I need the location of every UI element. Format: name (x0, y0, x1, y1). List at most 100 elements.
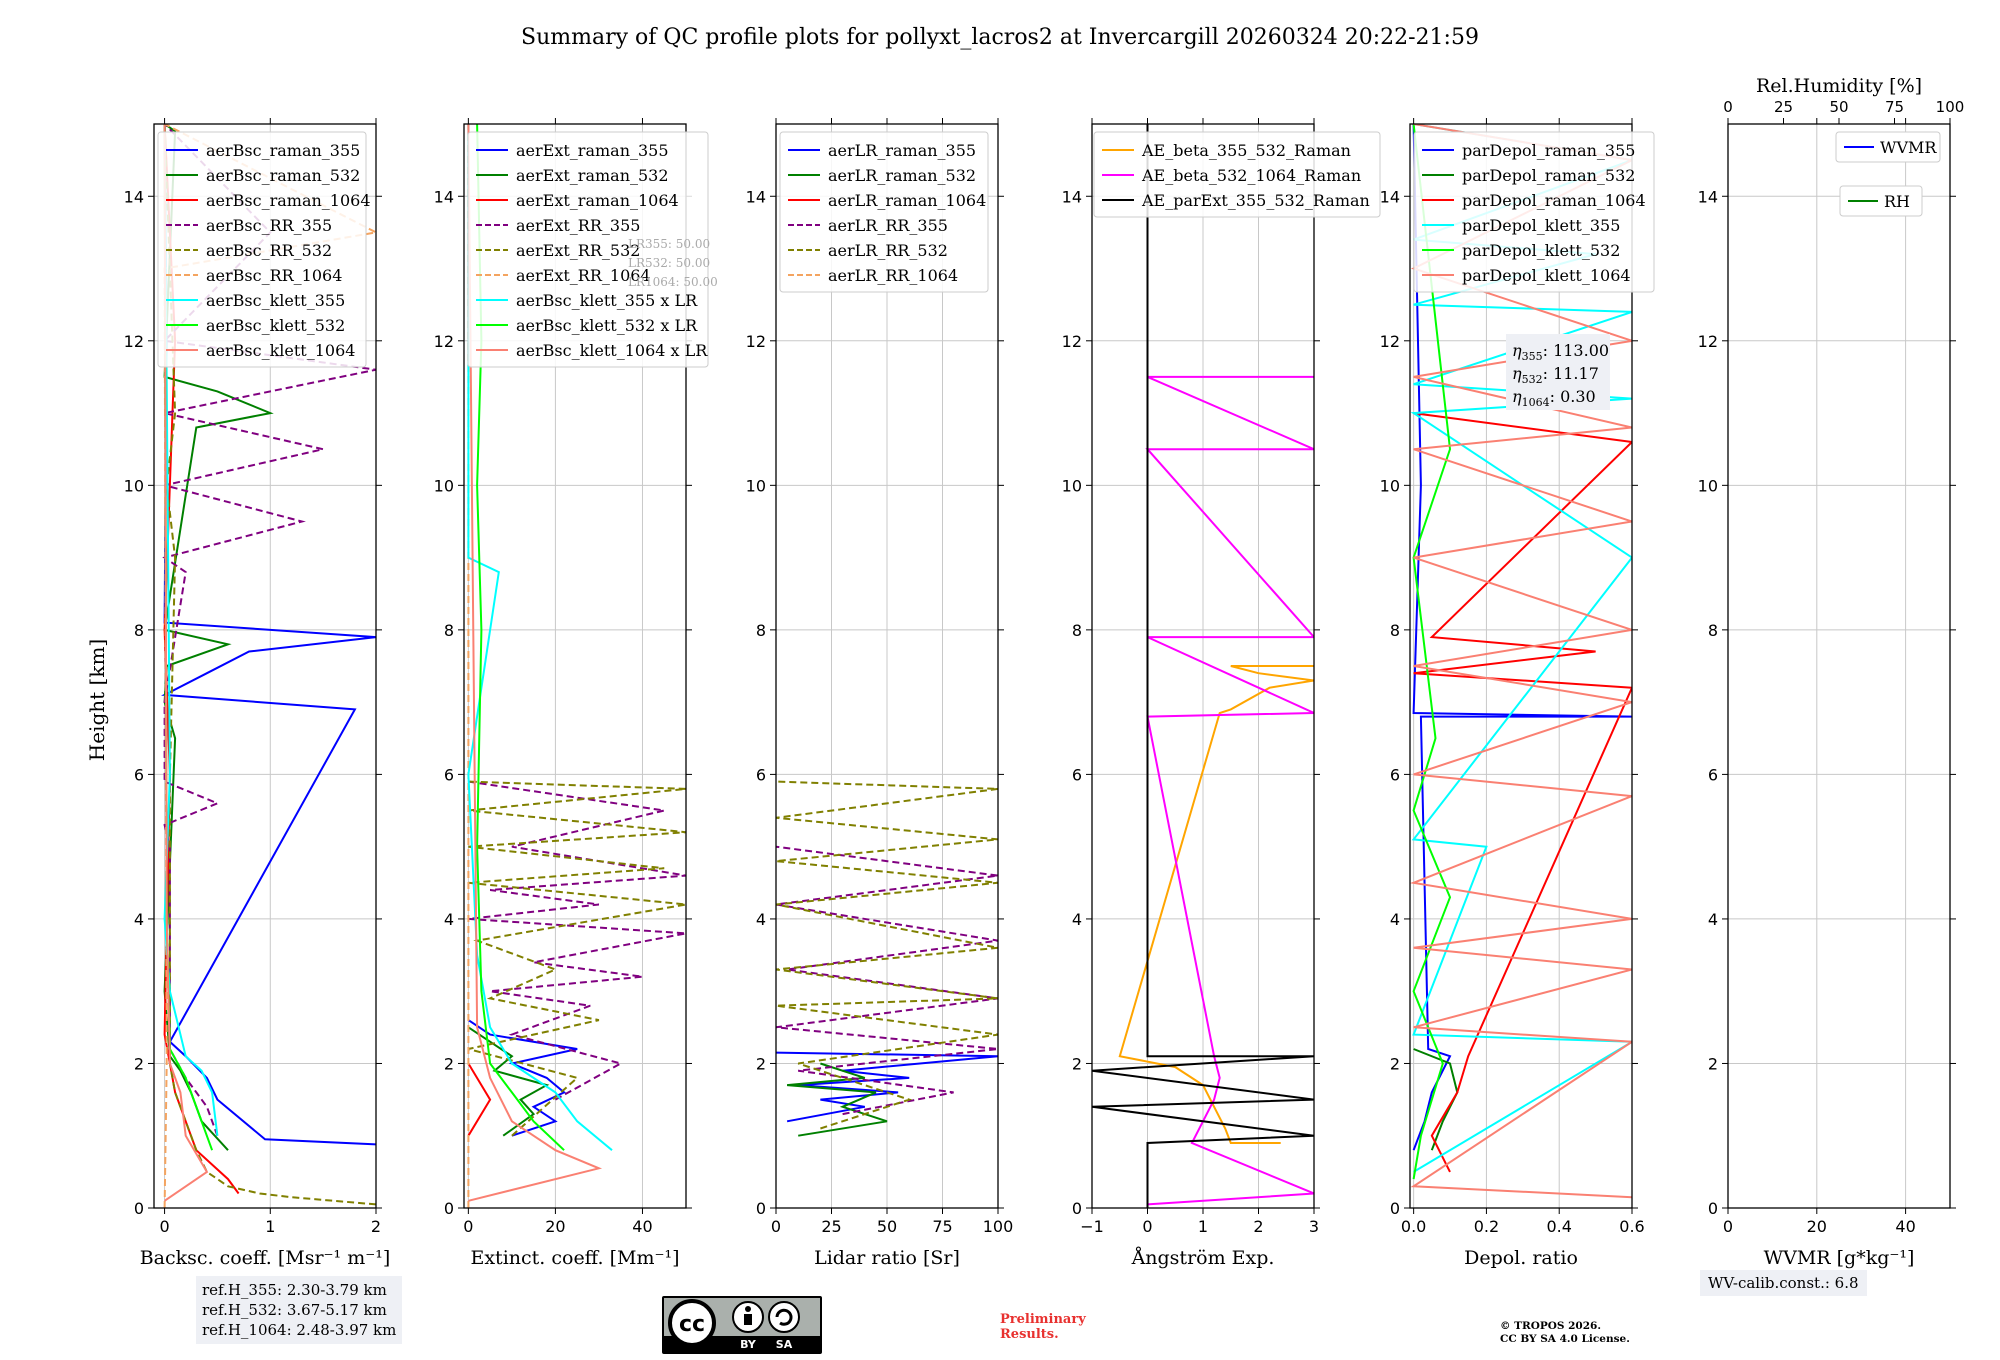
y-tick-label: 2 (1072, 1054, 1082, 1073)
cc-license-badge: cc BY SA (662, 1296, 822, 1354)
eta-symbol: η (1512, 364, 1522, 383)
series-aerBsc_klett_355 (163, 124, 219, 1136)
legend-label: parDepol_raman_532 (1462, 166, 1635, 185)
y-tick-label: 12 (124, 332, 144, 351)
y-tick-label: 6 (1072, 765, 1082, 784)
top-x-tick-label: 50 (1829, 98, 1848, 116)
legend-label: AE_beta_355_532_Raman (1141, 141, 1351, 160)
x-axis-label: Ångström Exp. (1131, 1247, 1275, 1269)
x-tick-label: 0 (1142, 1217, 1152, 1236)
x-tick-label: 0 (1723, 1217, 1733, 1236)
legend-frame (467, 131, 709, 368)
legend-label: aerBsc_RR_355 (206, 216, 332, 235)
legend-label: aerBsc_raman_355 (206, 141, 360, 160)
series-aerBsc_raman_355 (160, 124, 376, 1146)
x-tick-label: 20 (545, 1217, 565, 1236)
copyright-line-1: © TROPOS 2026. (1500, 1320, 1602, 1332)
eta-subscript: 1064 (1522, 396, 1550, 409)
legend-frame (1413, 131, 1655, 293)
y-tick-label: 4 (1072, 910, 1082, 929)
y-tick-label: 4 (756, 910, 766, 929)
y-tick-label: 10 (746, 476, 766, 495)
legend-label: aerBsc_klett_1064 x LR (516, 341, 708, 360)
series-parDepol_raman_1064 (1413, 412, 1632, 1173)
x-tick-label: 1 (265, 1217, 275, 1236)
cc-by-label: BY (740, 1338, 757, 1351)
x-tick-label: 50 (877, 1217, 897, 1236)
legend-label: aerBsc_klett_355 (206, 291, 345, 310)
series-aerExt_raman_1064 (467, 1062, 492, 1137)
y-tick-label: 4 (1390, 910, 1400, 929)
eta-value: : 113.00 (1543, 341, 1609, 360)
legend-label: aerExt_RR_532 (516, 241, 640, 260)
y-tick-label: 12 (434, 332, 454, 351)
y-tick-label: 10 (1698, 476, 1718, 495)
legend-label: aerLR_raman_355 (828, 141, 976, 160)
legend: AE_beta_355_532_Raman AE_beta_532_1064_Ra… (1093, 131, 1381, 218)
ref-height-355: ref.H_355: 2.30-3.79 km (202, 1281, 387, 1299)
x-axis-label: Backsc. coeff. [Msr⁻¹ m⁻¹] (140, 1247, 391, 1269)
series-aerBsc_klett_1064 x LR (467, 124, 603, 1202)
y-tick-label: 14 (434, 187, 454, 206)
legend-label: aerBsc_klett_355 x LR (516, 291, 698, 310)
y-tick-label: 6 (1390, 765, 1400, 784)
y-tick-label: 2 (1708, 1054, 1718, 1073)
y-tick-label: 14 (1380, 187, 1400, 206)
copyright-line-2: CC BY SA 4.0 License. (1500, 1333, 1630, 1345)
eta-value: : 11.17 (1543, 364, 1599, 383)
x-tick-label: 1 (1198, 1217, 1208, 1236)
x-tick-label: 0.6 (1619, 1217, 1644, 1236)
panel-ext: 0 2 4 6 8 10 12 14 0 20 40 Extinct. coeff. [Mm⁻¹] ae… (434, 118, 718, 1269)
y-tick-label: 4 (444, 910, 454, 929)
wv-calib-box: WV-calib.const.: 6.8 (1700, 1270, 1867, 1296)
eta-symbol: η (1512, 341, 1522, 360)
reference-heights-box: ref.H_355: 2.30-3.79 km ref.H_532: 3.67-… (196, 1276, 403, 1344)
eta-symbol: η (1512, 387, 1522, 406)
top-x-tick-label: 0 (1723, 98, 1733, 116)
series-aerExt_RR_355 (468, 780, 686, 1101)
legend-frame (1835, 131, 1941, 163)
x-axis-label: Depol. ratio (1464, 1247, 1578, 1269)
panel-lr: 0 2 4 6 8 10 12 14 0 25 50 75 100 Lidar ratio [Sr] aer… (746, 118, 1014, 1269)
lr-note: LR355: 50.00 LR532: 50.00 LR1064: 50.00 (628, 237, 718, 289)
preliminary-note: Preliminary Results. (1000, 1312, 1086, 1342)
legend-label: aerLR_raman_532 (828, 166, 976, 185)
x-tick-label: 0 (159, 1217, 169, 1236)
y-tick-label: 6 (134, 765, 144, 784)
series-aerBsc_klett_355 x LR (467, 124, 613, 1151)
svg-text:cc: cc (679, 1312, 705, 1337)
legend-label: parDepol_klett_1064 (1462, 266, 1631, 285)
x-tick-label: 75 (932, 1217, 952, 1236)
y-axis-label: Height [km] (85, 639, 109, 761)
legend-label: aerBsc_raman_1064 (206, 191, 371, 210)
y-tick-label: 10 (124, 476, 144, 495)
preliminary-line-1: Preliminary (1000, 1312, 1086, 1327)
x-tick-label: 100 (983, 1217, 1014, 1236)
top-x-axis-label: Rel.Humidity [%] (1756, 75, 1922, 97)
panel-depol: 0 2 4 6 8 10 12 14 0.0 0.2 0.4 0.6 Depol. ratio parDe… (1380, 118, 1655, 1269)
x-tick-label: 0.4 (1546, 1217, 1571, 1236)
series-aerBsc_RR_532 (163, 124, 376, 1206)
series-aerExt_RR_532 (468, 780, 686, 1137)
x-axis-label: Extinct. coeff. [Mm⁻¹] (470, 1247, 679, 1269)
y-tick-label: 12 (1062, 332, 1082, 351)
y-tick-label: 10 (1380, 476, 1400, 495)
legend-label: aerLR_raman_1064 (828, 191, 986, 210)
y-tick-label: 6 (756, 765, 766, 784)
legend-frame (1093, 131, 1381, 218)
series-group (776, 780, 998, 1137)
axes-frame (1091, 123, 1315, 1209)
legend-label: parDepol_klett_532 (1462, 241, 1620, 260)
legend-label: aerExt_RR_355 (516, 216, 640, 235)
y-tick-label: 14 (746, 187, 766, 206)
legend-label: aerBsc_RR_1064 (206, 266, 342, 285)
x-tick-label: 25 (821, 1217, 841, 1236)
legend-frame (1839, 185, 1923, 217)
y-tick-label: 8 (134, 621, 144, 640)
y-tick-label: 10 (1062, 476, 1082, 495)
legend-label: parDepol_raman_1064 (1462, 191, 1646, 210)
